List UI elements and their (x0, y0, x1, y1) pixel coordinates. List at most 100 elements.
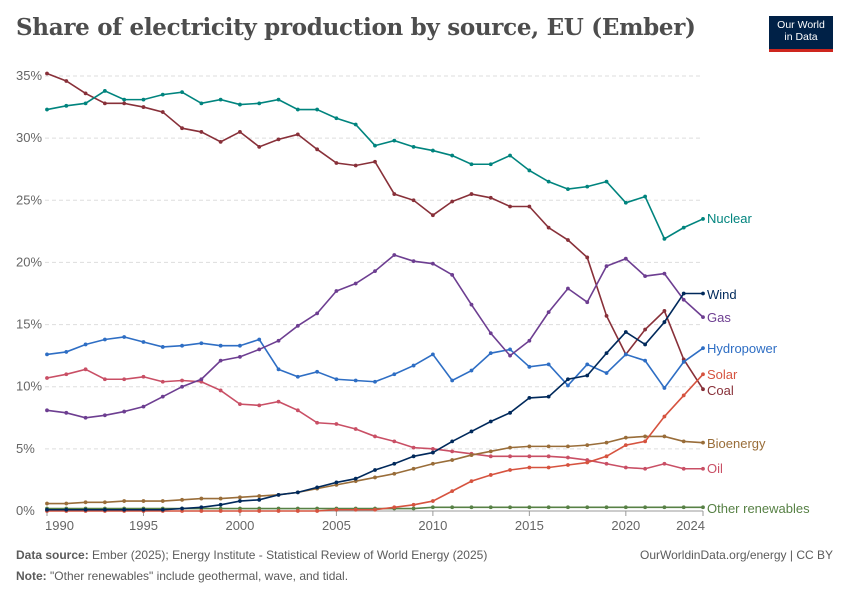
x-tick-label: 2015 (515, 518, 544, 533)
oil-point (238, 402, 242, 407)
y-tick-label: 15% (16, 317, 42, 332)
coal-point (430, 213, 435, 218)
oil-point (218, 388, 223, 393)
coal-point (585, 255, 590, 260)
coal-point (199, 130, 204, 134)
solar-point (566, 463, 570, 467)
gas-point (469, 302, 474, 307)
oil-point (392, 439, 397, 444)
coal-point (566, 238, 570, 242)
wind-point (334, 480, 339, 485)
coal-point (102, 101, 107, 106)
wind-point (488, 419, 493, 424)
hydropower-point (64, 350, 69, 354)
logo-line-1: Our World (777, 19, 825, 31)
oil-label: Oil (707, 461, 723, 476)
wind-point (199, 505, 204, 510)
nuclear-point (45, 107, 49, 112)
coal-point (45, 71, 49, 76)
gas-point (508, 353, 512, 358)
oil-line (46, 368, 703, 470)
y-tick-label: 25% (16, 192, 42, 207)
nuclear-point (662, 236, 667, 241)
gas-point (604, 264, 609, 269)
hydropower-point (411, 363, 416, 368)
wind-point (430, 450, 435, 455)
oil-point (83, 367, 88, 372)
nuclear-point (276, 97, 281, 102)
coal-point (315, 147, 320, 152)
x-tick-label: 1995 (129, 518, 158, 533)
bioenergy-point (83, 500, 88, 505)
oil-point (662, 461, 667, 466)
solar-point (546, 465, 551, 470)
hydropower-point (643, 358, 648, 363)
nuclear-point (218, 97, 223, 102)
oil-point (141, 374, 146, 379)
solar-point (469, 479, 474, 484)
hydropower-point (141, 340, 146, 344)
wind-point (353, 476, 358, 481)
nuclear-point (469, 162, 474, 167)
coal-point (353, 163, 358, 168)
owid-logo[interactable]: Our World in Data (769, 16, 833, 52)
gas-point (527, 338, 532, 343)
hydropower-point (566, 383, 570, 388)
hydropower-point (662, 386, 667, 390)
oil-point (122, 377, 127, 382)
hydropower-point (276, 367, 281, 372)
hydropower-point (353, 378, 358, 383)
wind-point (276, 492, 281, 497)
nuclear-point (122, 97, 127, 102)
hydropower-point (392, 372, 397, 377)
solar-point (276, 509, 281, 513)
gas-point (701, 315, 705, 320)
bioenergy-point (546, 444, 551, 449)
footer-link[interactable]: OurWorldinData.org/energy | CC BY (640, 548, 833, 562)
wind-point (566, 377, 570, 382)
note-text: "Other renewables" include geothermal, w… (50, 569, 349, 583)
other-renewables-point (643, 505, 648, 510)
oil-point (160, 379, 165, 384)
gas-point (102, 413, 107, 418)
nuclear-point (508, 153, 512, 158)
oil-point (334, 422, 339, 426)
oil-point (604, 461, 609, 466)
wind-point (257, 497, 262, 502)
hydropower-point (238, 343, 242, 348)
hydropower-point (180, 343, 184, 348)
wind-point (662, 320, 667, 324)
wind-point (623, 330, 628, 334)
coal-point (64, 79, 69, 83)
other-renewables-point (527, 505, 532, 510)
hydropower-point (257, 337, 262, 342)
coal-point (411, 198, 416, 203)
hydropower-point (83, 342, 88, 347)
y-tick-label: 35% (16, 68, 42, 83)
nuclear-point (527, 168, 532, 173)
wind-point (701, 291, 705, 296)
solar-point (392, 505, 397, 510)
gas-point (160, 394, 165, 399)
solar-point (373, 507, 377, 512)
hydropower-point (488, 351, 493, 356)
note-label: Note: (16, 569, 47, 583)
oil-point (643, 466, 648, 471)
other-renewables-point (681, 505, 686, 510)
solar-point (430, 499, 435, 503)
hydropower-point (585, 362, 590, 367)
wind-point (604, 351, 609, 356)
wind-point (469, 429, 474, 434)
gas-point (64, 410, 69, 415)
wind-point (373, 468, 377, 472)
nuclear-point (623, 200, 628, 205)
gas-point (662, 271, 667, 276)
solar-point (334, 507, 339, 512)
bioenergy-point (643, 434, 648, 439)
solar-point (604, 454, 609, 459)
bioenergy-point (180, 497, 184, 502)
gas-point (411, 259, 416, 264)
bioenergy-point (64, 501, 69, 506)
gas-point (353, 281, 358, 286)
nuclear-label: Nuclear (707, 211, 752, 226)
